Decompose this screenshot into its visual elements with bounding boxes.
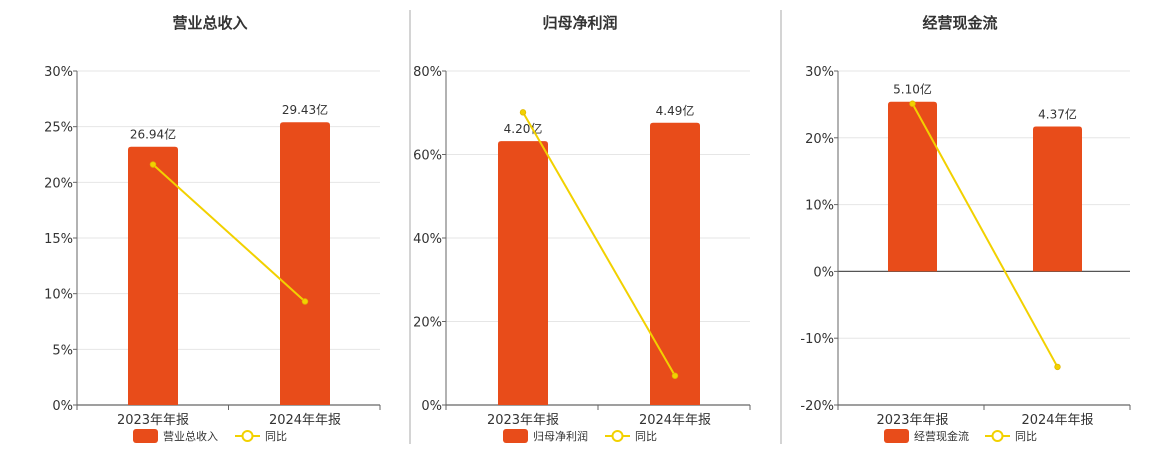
- legend-bar-swatch: [133, 429, 158, 443]
- chart-panel-1: 营业总收入 0% 5% 10% 15% 20% 25% 30% 26.94亿 2023年年报 29.…: [44, 14, 381, 443]
- x-tick-label: 2023年年报: [487, 413, 559, 428]
- y-tick-label: 80%: [413, 65, 442, 80]
- chart-title: 经营现金流: [922, 14, 997, 32]
- y-tick-label: 0%: [421, 399, 442, 414]
- bar-data-label: 4.37亿: [1038, 106, 1077, 121]
- yoy-point: [909, 100, 916, 107]
- x-tick-label: 2024年年报: [1021, 413, 1093, 428]
- bar: [280, 122, 330, 406]
- legend: 营业总收入 同比: [133, 429, 287, 443]
- y-tick-label: 0%: [813, 265, 834, 280]
- yoy-line: [152, 163, 306, 303]
- chart-title: 营业总收入: [172, 14, 247, 32]
- bar: [128, 146, 178, 405]
- y-tick-label: 10%: [44, 288, 73, 303]
- bar-data-label: 5.10亿: [893, 82, 932, 97]
- bar-data-label: 4.20亿: [504, 121, 543, 136]
- legend-line-label: 同比: [1015, 430, 1037, 443]
- chart-title: 归母净利润: [542, 14, 617, 32]
- y-tick-label: 20%: [805, 132, 834, 147]
- y-tick-label: -20%: [800, 399, 834, 414]
- yoy-point: [1054, 363, 1061, 371]
- legend: 经营现金流 同比: [884, 429, 1037, 443]
- y-tick-label: 0%: [52, 399, 73, 414]
- legend-bar-label: 经营现金流: [914, 429, 969, 443]
- y-tick-label: -10%: [800, 332, 834, 347]
- bar-data-label: 4.49亿: [656, 103, 695, 118]
- y-tick-label: 30%: [805, 65, 834, 80]
- legend-line-marker: [241, 430, 254, 442]
- chart-panel-2: 归母净利润 0% 20% 40% 60% 80% 4.20亿 2023年年报 4.49亿 2024…: [413, 14, 751, 443]
- legend-bar-swatch: [503, 429, 528, 443]
- y-tick-label: 15%: [44, 232, 73, 247]
- y-tick-label: 25%: [44, 121, 73, 136]
- x-tick-label: 2024年年报: [269, 413, 341, 428]
- yoy-line: [522, 111, 676, 377]
- bar: [498, 141, 548, 405]
- legend-line-marker: [991, 430, 1004, 442]
- y-tick-label: 40%: [413, 232, 442, 247]
- legend-line-marker: [611, 430, 624, 442]
- bar-data-label: 26.94亿: [130, 127, 176, 142]
- legend: 归母净利润 同比: [503, 429, 657, 443]
- y-tick-label: 20%: [44, 176, 73, 191]
- bar-data-label: 29.43亿: [282, 102, 328, 117]
- legend-bar-label: 归母净利润: [533, 429, 588, 443]
- x-tick-label: 2023年年报: [876, 413, 948, 428]
- yoy-point: [519, 109, 527, 116]
- yoy-point: [301, 298, 309, 305]
- x-tick-label: 2023年年报: [117, 413, 189, 428]
- bar: [650, 122, 700, 406]
- legend-bar-label: 营业总收入: [163, 429, 218, 443]
- yoy-point: [149, 161, 157, 168]
- bar: [1033, 126, 1082, 272]
- legend-bar-swatch: [884, 429, 909, 443]
- bar: [888, 101, 937, 272]
- x-tick-label: 2024年年报: [639, 413, 711, 428]
- legend-line-label: 同比: [635, 430, 657, 443]
- legend-line-label: 同比: [265, 430, 287, 443]
- yoy-line: [911, 103, 1059, 368]
- y-tick-label: 60%: [413, 149, 442, 164]
- chart-panel-3: 经营现金流 -20% -10% 0% 10% 20% 30% 5.10亿 2023年年报 4.37…: [800, 14, 1131, 443]
- y-tick-label: 10%: [805, 199, 834, 214]
- y-tick-label: 5%: [52, 343, 73, 358]
- y-tick-label: 20%: [413, 316, 442, 331]
- yoy-point: [671, 372, 679, 379]
- y-tick-label: 30%: [44, 65, 73, 80]
